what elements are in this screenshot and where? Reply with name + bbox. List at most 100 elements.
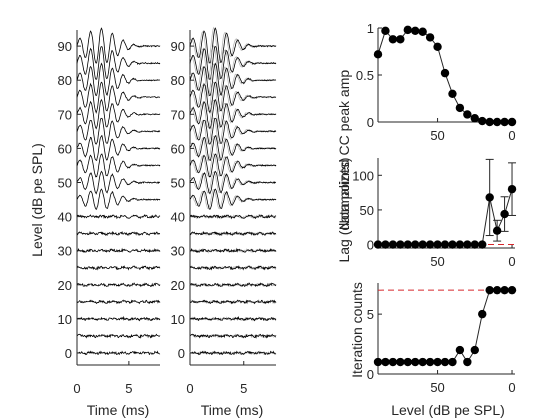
lag-panel: 0 50 100 50 0 Lag (data points) — [336, 157, 517, 269]
iterations-panel: 0 5 50 0 Iteration counts Level (dB pe SPL) — [349, 282, 517, 418]
trace-right-40 — [189, 214, 277, 220]
trace-left-80 — [76, 62, 161, 97]
cc-point-20 — [478, 116, 487, 126]
lag-point-45 — [440, 240, 450, 249]
cc-point-65 — [411, 26, 420, 36]
cc-point-70 — [403, 25, 412, 35]
cc-point-10 — [492, 117, 502, 127]
y-ticks-left: 0 10 20 30 40 50 60 70 80 90 — [58, 39, 81, 361]
iter-point-45 — [440, 357, 450, 367]
lag-point-65 — [411, 240, 420, 249]
x-axis-label-time-left: Time (ms) — [87, 402, 149, 418]
x-tick-label-right-0: 0 — [186, 381, 193, 396]
iter-point-70 — [403, 357, 412, 367]
lag-point-25 — [470, 240, 479, 249]
cc-point-25 — [470, 114, 479, 123]
lag-point-70 — [403, 240, 412, 249]
trace-right-5 — [190, 333, 277, 339]
y-tick-label-left-70: 70 — [58, 107, 72, 122]
iter-x-tick-label-50: 50 — [430, 380, 444, 395]
iter-ticks: 0 5 50 0 — [367, 307, 516, 395]
cc-point-90 — [373, 50, 383, 59]
trace-right-80 — [189, 62, 277, 97]
y-tick-label-left-40: 40 — [58, 210, 72, 225]
iter-marks — [373, 285, 517, 367]
lag-ticks: 0 50 100 50 0 — [352, 168, 515, 269]
trace-left-85 — [76, 46, 161, 80]
trace-right-25 — [189, 265, 277, 271]
lag-point-0 — [507, 184, 517, 194]
trace-right-75 — [189, 81, 277, 114]
cc-point-0 — [507, 117, 517, 127]
lag-point-50 — [433, 240, 442, 249]
trace-left-40 — [76, 214, 161, 220]
lag-point-40 — [448, 240, 457, 249]
cc-point-60 — [418, 27, 427, 36]
traces-right — [189, 26, 277, 356]
iter-y-axis-label: Iteration counts — [349, 282, 365, 378]
lag-point-15 — [485, 193, 494, 202]
cc-point-75 — [396, 35, 405, 44]
x-tick-label-left-5: 5 — [125, 381, 132, 396]
lag-point-90 — [373, 240, 383, 249]
y-tick-label-right-60: 60 — [171, 141, 185, 156]
trace-right-20 — [189, 282, 277, 288]
trace-left-35 — [76, 230, 161, 237]
y-tick-label-left-50: 50 — [58, 176, 72, 191]
lag-point-10 — [492, 226, 502, 235]
x-tick-label-left-0: 0 — [73, 381, 80, 396]
cc-point-40 — [448, 89, 457, 99]
cc-point-35 — [455, 103, 465, 113]
y-tick-label-left-30: 30 — [58, 244, 72, 259]
trace-grey-90 — [189, 26, 277, 65]
cc-point-30 — [463, 110, 472, 119]
lag-x-tick-label-50: 50 — [430, 254, 444, 269]
lag-marks — [373, 158, 517, 249]
trace-right-90 — [189, 27, 277, 64]
y-tick-label-right-20: 20 — [171, 278, 185, 293]
y-tick-label-right-10: 10 — [171, 312, 185, 327]
iter-point-60 — [418, 357, 427, 367]
trace-left-90 — [76, 27, 161, 64]
trace-right-35 — [189, 230, 277, 237]
iter-x-tick-label-0: 0 — [508, 380, 515, 395]
trace-left-25 — [76, 265, 161, 271]
y-tick-label-right-30: 30 — [171, 244, 185, 259]
trace-left-30 — [76, 247, 161, 254]
iter-point-10 — [492, 285, 502, 295]
trace-right-85 — [189, 46, 277, 80]
y-tick-label-right-40: 40 — [171, 210, 185, 225]
trace-right-0 — [189, 350, 277, 356]
iter-point-55 — [425, 357, 435, 367]
trace-left-20 — [76, 282, 161, 288]
y-tick-label-right-0: 0 — [178, 346, 185, 361]
cc-point-15 — [485, 117, 494, 127]
y-tick-label-right-80: 80 — [171, 73, 185, 88]
cc-y-tick-label-0: 0 — [367, 115, 374, 130]
iter-y-tick-label-5: 5 — [367, 307, 374, 322]
trace-left-0 — [76, 350, 161, 356]
trace-left-15 — [76, 299, 161, 305]
trace-right-45 — [189, 188, 277, 211]
lag-y-axis-label: Lag (data points) — [336, 157, 352, 262]
traces-left — [76, 27, 161, 356]
x-tick-label-right-5: 5 — [240, 381, 247, 396]
lag-y-tick-label-50: 50 — [360, 203, 374, 218]
trace-right-55 — [189, 153, 277, 178]
iter-point-80 — [388, 357, 398, 367]
trace-left-10 — [76, 315, 161, 322]
cc-marks — [373, 25, 517, 127]
x-axis-label-time-right: Time (ms) — [201, 402, 263, 418]
trace-right-60 — [189, 134, 277, 162]
y-tick-label-right-90: 90 — [171, 39, 185, 54]
y-ticks-right: 0 10 20 30 40 50 60 70 80 90 — [171, 39, 194, 361]
trace-left-50 — [76, 170, 161, 195]
lag-point-55 — [425, 240, 435, 249]
lag-point-35 — [455, 240, 465, 249]
trace-right-30 — [189, 247, 277, 254]
lag-point-80 — [388, 240, 398, 249]
y-tick-label-left-10: 10 — [58, 312, 72, 327]
